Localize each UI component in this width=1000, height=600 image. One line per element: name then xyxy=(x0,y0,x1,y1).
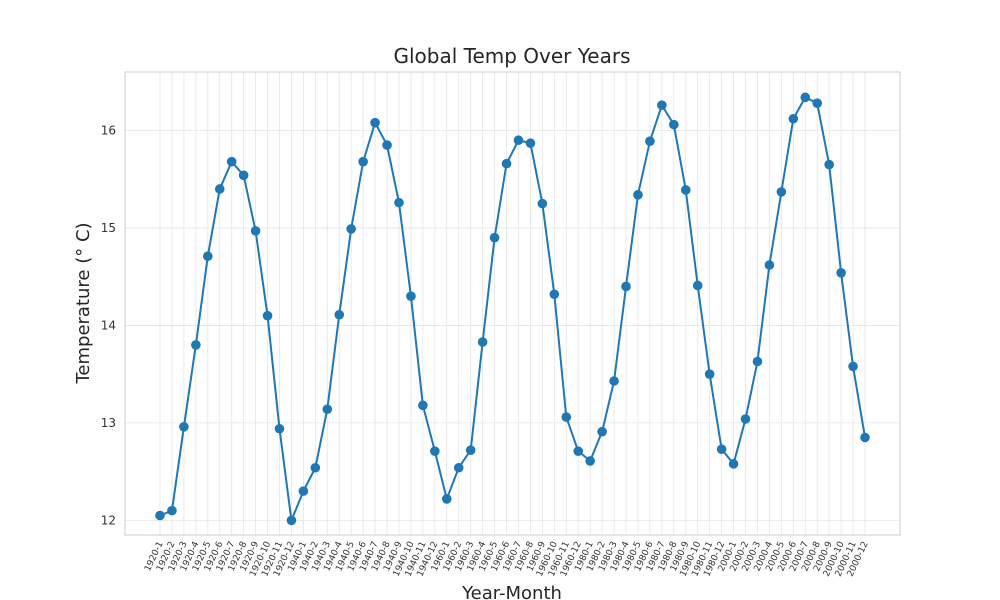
data-point xyxy=(716,444,727,455)
data-point xyxy=(585,456,595,466)
data-point xyxy=(191,340,201,350)
data-point xyxy=(406,291,416,301)
data-point xyxy=(728,459,739,469)
data-point xyxy=(394,197,404,208)
data-point xyxy=(334,309,345,320)
data-point xyxy=(788,113,799,124)
data-point xyxy=(645,136,655,147)
y-axis-ticks: 12 13 14 15 16 xyxy=(101,123,116,527)
data-point xyxy=(274,423,285,434)
data-point xyxy=(525,138,536,148)
y-tick-label: 12 xyxy=(101,513,116,527)
data-point xyxy=(609,376,619,386)
chart-title: Global Temp Over Years xyxy=(393,44,630,68)
data-point xyxy=(752,356,763,367)
data-point xyxy=(836,267,846,278)
data-point xyxy=(800,92,811,103)
data-point xyxy=(513,135,524,146)
data-point xyxy=(573,446,584,456)
data-point xyxy=(214,184,225,194)
data-points xyxy=(155,92,870,526)
data-point xyxy=(669,119,679,130)
data-point xyxy=(489,232,500,243)
data-point xyxy=(382,140,392,150)
data-point xyxy=(621,281,631,292)
data-point xyxy=(812,98,823,108)
data-point xyxy=(692,280,703,291)
data-point xyxy=(179,422,189,432)
data-point xyxy=(262,310,273,321)
data-point xyxy=(226,156,237,167)
data-point xyxy=(860,432,870,443)
temperature-series-line xyxy=(159,96,866,525)
data-point xyxy=(418,400,428,411)
data-point xyxy=(167,505,177,516)
data-point xyxy=(477,337,488,347)
data-point xyxy=(298,486,309,496)
plot-frame xyxy=(124,71,901,536)
data-point xyxy=(286,515,297,526)
data-point xyxy=(776,187,787,197)
data-point xyxy=(358,156,368,167)
data-point xyxy=(561,412,572,422)
y-tick-label: 16 xyxy=(101,123,116,137)
data-point xyxy=(441,494,452,504)
data-point xyxy=(346,224,356,234)
data-point xyxy=(430,446,440,456)
data-point xyxy=(657,100,667,110)
x-axis-label: Year-Month xyxy=(461,583,562,600)
data-point xyxy=(370,117,380,128)
data-point xyxy=(465,445,476,455)
y-axis-label: Temperature (° C) xyxy=(73,222,94,384)
data-point xyxy=(250,226,261,236)
data-point xyxy=(824,159,834,170)
grid xyxy=(125,72,900,535)
y-tick-label: 14 xyxy=(101,318,116,332)
data-point xyxy=(848,361,858,372)
data-point xyxy=(597,426,607,437)
data-point xyxy=(202,251,213,262)
data-point xyxy=(453,462,464,473)
data-point xyxy=(322,404,333,415)
data-point xyxy=(764,260,775,270)
data-point xyxy=(740,414,751,424)
data-point xyxy=(310,462,321,473)
data-point xyxy=(680,185,691,195)
data-point xyxy=(238,170,249,181)
y-tick-label: 15 xyxy=(101,221,116,235)
data-point xyxy=(155,510,165,521)
data-point xyxy=(704,369,715,379)
data-point xyxy=(537,198,548,209)
data-point xyxy=(633,190,643,200)
x-axis-ticks: 1920-11920-21920-31920-41920-51920-61920… xyxy=(143,540,871,579)
data-point xyxy=(501,158,512,169)
y-tick-label: 13 xyxy=(101,416,116,430)
data-point xyxy=(549,289,560,300)
